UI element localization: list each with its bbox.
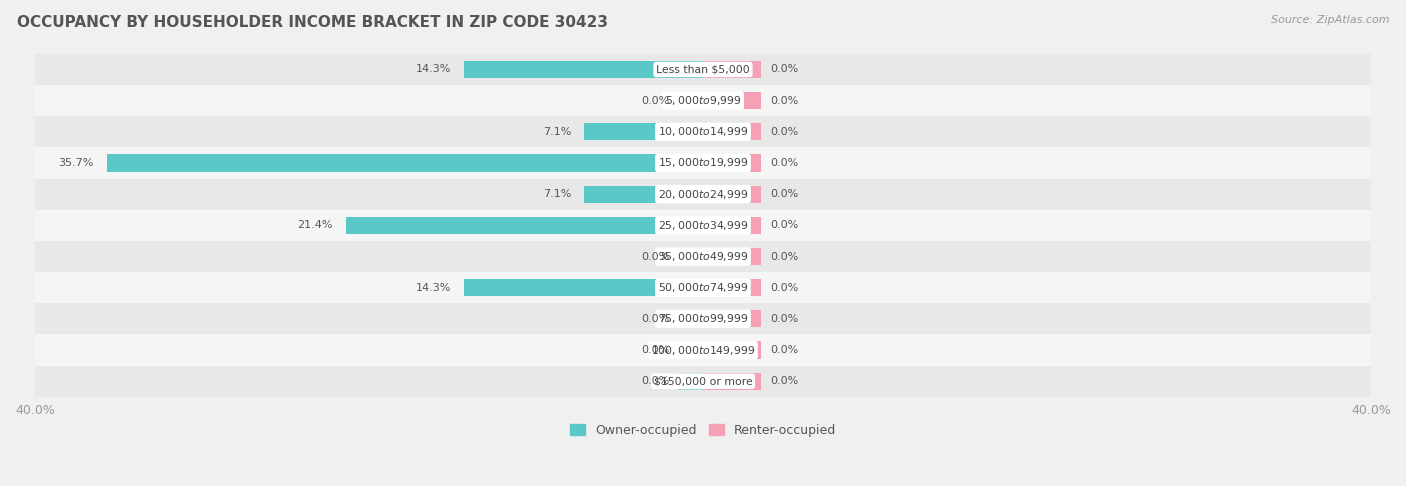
- Text: Less than $5,000: Less than $5,000: [657, 65, 749, 74]
- Text: OCCUPANCY BY HOUSEHOLDER INCOME BRACKET IN ZIP CODE 30423: OCCUPANCY BY HOUSEHOLDER INCOME BRACKET …: [17, 15, 607, 30]
- Text: 0.0%: 0.0%: [770, 96, 799, 105]
- Text: $25,000 to $34,999: $25,000 to $34,999: [658, 219, 748, 232]
- Text: $20,000 to $24,999: $20,000 to $24,999: [658, 188, 748, 201]
- Bar: [678, 310, 703, 328]
- Text: $50,000 to $74,999: $50,000 to $74,999: [658, 281, 748, 294]
- Bar: [678, 373, 703, 390]
- Text: 35.7%: 35.7%: [58, 158, 93, 168]
- Text: $35,000 to $49,999: $35,000 to $49,999: [658, 250, 748, 263]
- Text: 0.0%: 0.0%: [641, 345, 669, 355]
- Text: 14.3%: 14.3%: [415, 65, 451, 74]
- Bar: [703, 373, 762, 390]
- Bar: [464, 61, 703, 78]
- Text: 0.0%: 0.0%: [770, 189, 799, 199]
- Text: 0.0%: 0.0%: [770, 158, 799, 168]
- Bar: [585, 123, 703, 140]
- Bar: [35, 241, 1371, 272]
- Text: $150,000 or more: $150,000 or more: [654, 376, 752, 386]
- Text: 0.0%: 0.0%: [641, 376, 669, 386]
- Bar: [703, 279, 762, 296]
- Text: 0.0%: 0.0%: [641, 252, 669, 261]
- Text: $75,000 to $99,999: $75,000 to $99,999: [658, 312, 748, 325]
- Bar: [703, 61, 762, 78]
- Bar: [678, 342, 703, 359]
- Bar: [703, 310, 762, 328]
- Text: 0.0%: 0.0%: [770, 314, 799, 324]
- Bar: [107, 155, 703, 172]
- Bar: [585, 186, 703, 203]
- Bar: [678, 248, 703, 265]
- Text: 0.0%: 0.0%: [641, 314, 669, 324]
- Text: 0.0%: 0.0%: [641, 96, 669, 105]
- Text: $5,000 to $9,999: $5,000 to $9,999: [665, 94, 741, 107]
- Bar: [35, 147, 1371, 178]
- Bar: [35, 85, 1371, 116]
- Bar: [35, 178, 1371, 210]
- Bar: [703, 217, 762, 234]
- Text: 7.1%: 7.1%: [543, 127, 571, 137]
- Bar: [464, 279, 703, 296]
- Bar: [35, 303, 1371, 334]
- Bar: [35, 210, 1371, 241]
- Text: 0.0%: 0.0%: [770, 376, 799, 386]
- Text: 0.0%: 0.0%: [770, 345, 799, 355]
- Legend: Owner-occupied, Renter-occupied: Owner-occupied, Renter-occupied: [565, 419, 841, 442]
- Bar: [35, 365, 1371, 397]
- Text: $10,000 to $14,999: $10,000 to $14,999: [658, 125, 748, 139]
- Text: 0.0%: 0.0%: [770, 252, 799, 261]
- Text: $100,000 to $149,999: $100,000 to $149,999: [651, 344, 755, 357]
- Text: 0.0%: 0.0%: [770, 220, 799, 230]
- Text: 21.4%: 21.4%: [297, 220, 332, 230]
- Bar: [703, 248, 762, 265]
- Text: 0.0%: 0.0%: [770, 65, 799, 74]
- Text: Source: ZipAtlas.com: Source: ZipAtlas.com: [1271, 15, 1389, 25]
- Text: 0.0%: 0.0%: [770, 127, 799, 137]
- Bar: [678, 92, 703, 109]
- Text: 0.0%: 0.0%: [770, 283, 799, 293]
- Text: 14.3%: 14.3%: [415, 283, 451, 293]
- Bar: [703, 92, 762, 109]
- Text: $15,000 to $19,999: $15,000 to $19,999: [658, 156, 748, 170]
- Bar: [35, 116, 1371, 147]
- Bar: [703, 123, 762, 140]
- Bar: [703, 155, 762, 172]
- Bar: [35, 272, 1371, 303]
- Bar: [703, 186, 762, 203]
- Bar: [35, 334, 1371, 365]
- Bar: [703, 342, 762, 359]
- Bar: [346, 217, 703, 234]
- Bar: [35, 54, 1371, 85]
- Text: 7.1%: 7.1%: [543, 189, 571, 199]
